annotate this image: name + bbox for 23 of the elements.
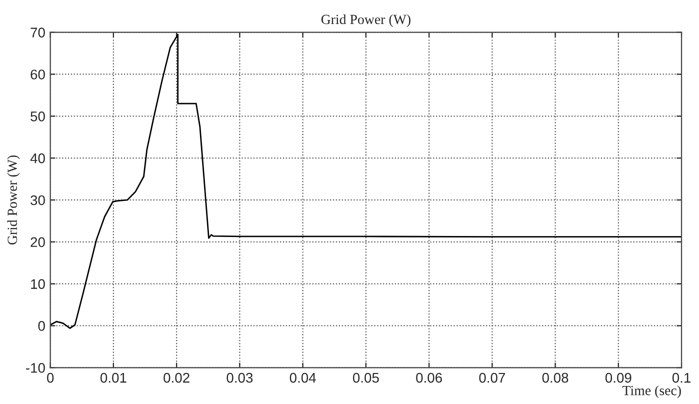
y-tick-label: 0 <box>38 321 45 331</box>
y-tick-label: 20 <box>30 237 45 248</box>
y-tick-label: 10 <box>31 279 45 289</box>
x-tick-label: 0.06 <box>416 372 442 383</box>
x-tick-label: 0 <box>47 372 54 383</box>
y-axis-title: Grid Power (W) <box>7 155 20 245</box>
x-tick-label: 0.04 <box>290 372 316 383</box>
y-tick-label: 70 <box>30 28 45 38</box>
y-tick-label: -10 <box>26 362 45 373</box>
y-tick-label: 60 <box>30 70 45 80</box>
y-tick-label: 30 <box>30 195 45 206</box>
x-tick-label: 0.02 <box>164 372 190 383</box>
y-tick-label: 40 <box>30 153 45 164</box>
x-tick-label: 0.03 <box>226 372 253 383</box>
x-tick-label: 0.09 <box>605 372 632 383</box>
x-tick-label: 0.07 <box>479 372 505 383</box>
x-tick-label: 0.01 <box>100 372 126 383</box>
x-tick-label: 0.05 <box>352 372 379 383</box>
chart-title: Grid Power (W) <box>321 14 410 27</box>
x-tick-label: 0.08 <box>542 372 568 383</box>
y-tick-label: 50 <box>30 111 45 122</box>
x-tick-label: 0.1 <box>672 372 690 383</box>
x-axis-title: Time (sec) <box>622 385 681 398</box>
